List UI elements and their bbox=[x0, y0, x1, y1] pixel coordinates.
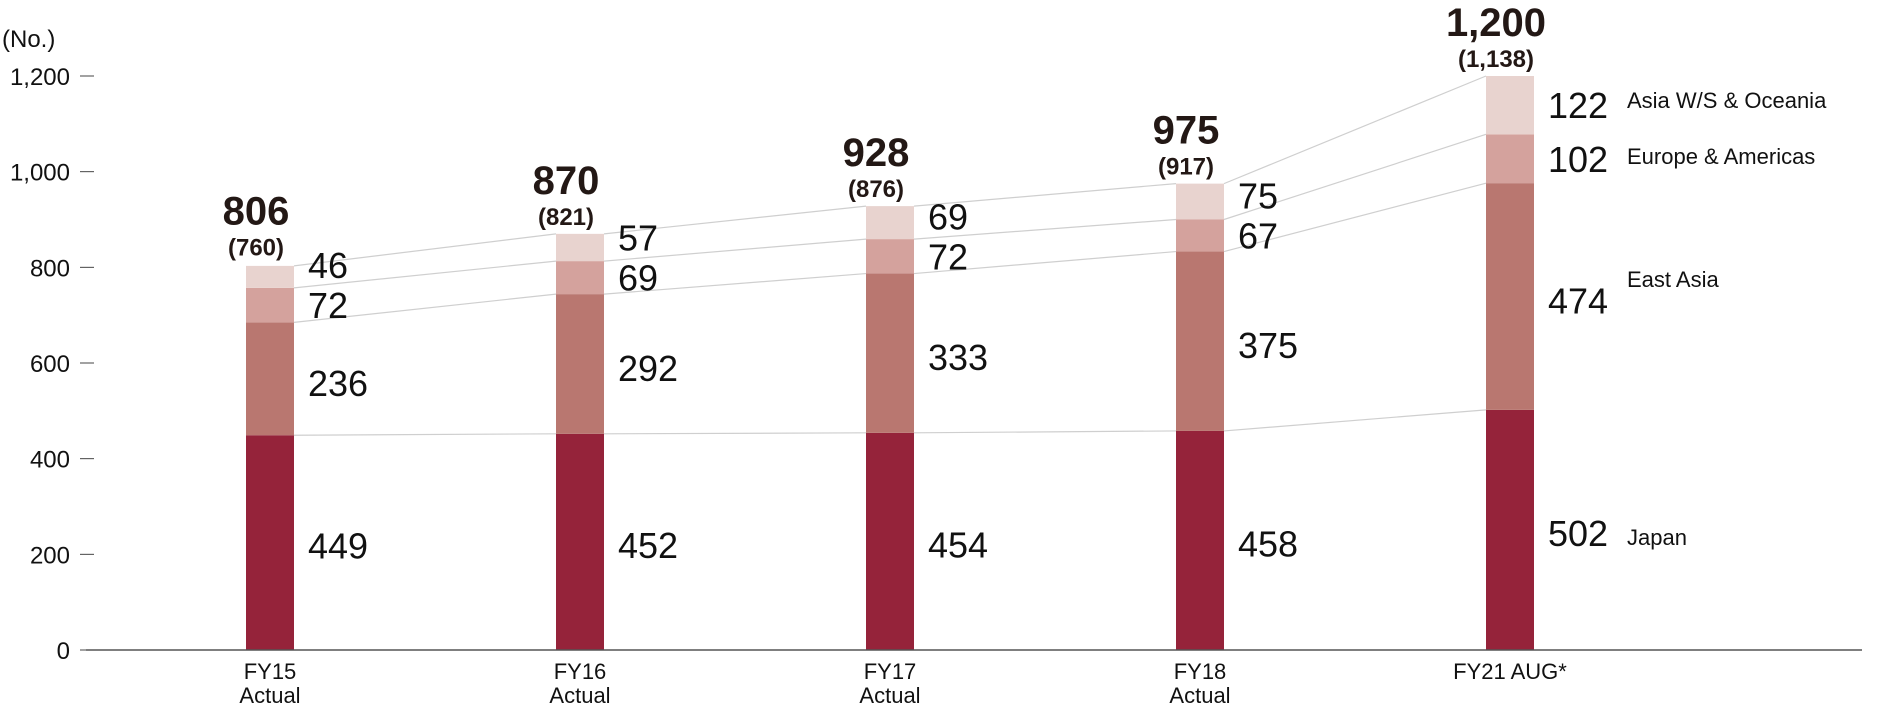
subtotal-label: (821) bbox=[538, 204, 594, 231]
bar-segment bbox=[556, 433, 604, 650]
connector-line bbox=[603, 238, 867, 262]
connector-line bbox=[293, 293, 557, 323]
x-category-sublabel: Actual bbox=[859, 683, 920, 706]
bar-segment bbox=[866, 432, 914, 650]
x-category-sublabel: Actual bbox=[1169, 683, 1230, 706]
segment-value-label: 67 bbox=[1238, 216, 1278, 257]
segment-value-label: 449 bbox=[308, 526, 368, 567]
bar-segment bbox=[556, 294, 604, 434]
bar-segment bbox=[1176, 183, 1224, 220]
connector-line bbox=[913, 183, 1177, 207]
segment-value-label: 333 bbox=[928, 337, 988, 378]
subtotal-label: (917) bbox=[1158, 154, 1214, 181]
bar-segment bbox=[246, 435, 294, 650]
connector-line bbox=[1223, 75, 1487, 185]
data-labels: 4492367246806(760)4522926957870(821)4543… bbox=[223, 1, 1608, 567]
segment-value-label: 454 bbox=[928, 524, 988, 565]
y-axis: 0 200 400 600 800 1,000 1,200 bbox=[10, 64, 94, 665]
y-tick-label: 1,200 bbox=[10, 64, 70, 91]
legend-series-name: Japan bbox=[1627, 525, 1687, 550]
connector-line bbox=[913, 250, 1177, 275]
y-tick-label: 200 bbox=[30, 542, 70, 569]
x-category-label: FY15 bbox=[244, 659, 297, 684]
connector-line bbox=[1223, 409, 1487, 432]
segment-value-label: 292 bbox=[618, 348, 678, 389]
connector-line bbox=[1223, 182, 1487, 253]
total-label: 975 bbox=[1153, 109, 1220, 153]
connector-line bbox=[603, 272, 867, 295]
bar-segment bbox=[246, 322, 294, 436]
segment-value-label: 502 bbox=[1548, 513, 1608, 554]
segment-value-label: 458 bbox=[1238, 523, 1298, 564]
segment-value-label: 57 bbox=[618, 218, 658, 259]
subtotal-label: (876) bbox=[848, 176, 904, 203]
connector-line bbox=[1223, 133, 1487, 221]
segment-value-label: 72 bbox=[308, 285, 348, 326]
bar-segment bbox=[246, 265, 294, 288]
segment-value-label: 375 bbox=[1238, 325, 1298, 366]
connector-lines bbox=[293, 75, 1487, 436]
x-category-sublabel: Actual bbox=[239, 683, 300, 706]
bar-segment bbox=[1486, 76, 1534, 135]
segment-value-label: 122 bbox=[1548, 85, 1608, 126]
x-axis: FY15ActualFY16ActualFY17ActualFY18Actual… bbox=[239, 659, 1567, 706]
bars bbox=[246, 76, 1534, 650]
bar-segment bbox=[1176, 251, 1224, 431]
x-category-label: FY21 AUG* bbox=[1453, 659, 1567, 684]
y-tick-label: 600 bbox=[30, 351, 70, 378]
x-category-label: FY16 bbox=[554, 659, 607, 684]
y-axis-unit-label: (No.) bbox=[2, 26, 55, 53]
bar-segment bbox=[1176, 219, 1224, 252]
bar-segment bbox=[1486, 409, 1534, 650]
segment-value-label: 236 bbox=[308, 363, 368, 404]
segment-value-label: 46 bbox=[308, 245, 348, 286]
segment-value-label: 474 bbox=[1548, 281, 1608, 322]
connector-line bbox=[913, 430, 1177, 434]
total-label: 928 bbox=[843, 131, 910, 175]
bar-segment bbox=[1486, 134, 1534, 184]
total-label: 1,200 bbox=[1446, 1, 1546, 45]
segment-value-label: 102 bbox=[1548, 139, 1608, 180]
bar-segment bbox=[1176, 430, 1224, 650]
bar-segment bbox=[556, 233, 604, 262]
legend-series-name: Europe & Americas bbox=[1627, 144, 1815, 169]
subtotal-label: (1,138) bbox=[1458, 46, 1534, 73]
segment-value-label: 72 bbox=[928, 236, 968, 277]
x-category-sublabel: Actual bbox=[549, 683, 610, 706]
segment-value-label: 75 bbox=[1238, 176, 1278, 217]
y-tick-label: 1,000 bbox=[10, 160, 70, 187]
connector-line bbox=[293, 233, 557, 267]
connector-line bbox=[913, 218, 1177, 240]
connector-line bbox=[603, 432, 867, 435]
y-tick-label: 400 bbox=[30, 447, 70, 474]
y-tick-label: 0 bbox=[57, 638, 70, 665]
bar-segment bbox=[866, 206, 914, 240]
total-label: 870 bbox=[533, 159, 600, 203]
bar-segment bbox=[556, 261, 604, 295]
connector-line bbox=[293, 433, 557, 436]
segment-value-label: 69 bbox=[618, 258, 658, 299]
x-category-label: FY18 bbox=[1174, 659, 1227, 684]
connector-line bbox=[293, 260, 557, 289]
segment-value-label: 69 bbox=[928, 196, 968, 237]
bar-segment bbox=[246, 287, 294, 323]
subtotal-label: (760) bbox=[228, 234, 284, 261]
x-category-label: FY17 bbox=[864, 659, 917, 684]
legend: Japan East Asia Europe & Americas Asia W/S … bbox=[1627, 88, 1827, 550]
y-tick-label: 800 bbox=[30, 255, 70, 282]
legend-series-name: East Asia bbox=[1627, 267, 1719, 292]
segment-value-label: 452 bbox=[618, 525, 678, 566]
bar-segment bbox=[1486, 183, 1534, 410]
bar-segment bbox=[866, 239, 914, 274]
connector-line bbox=[603, 205, 867, 235]
total-label: 806 bbox=[223, 189, 290, 233]
bar-segment bbox=[866, 273, 914, 433]
legend-series-name: Asia W/S & Oceania bbox=[1627, 88, 1827, 113]
